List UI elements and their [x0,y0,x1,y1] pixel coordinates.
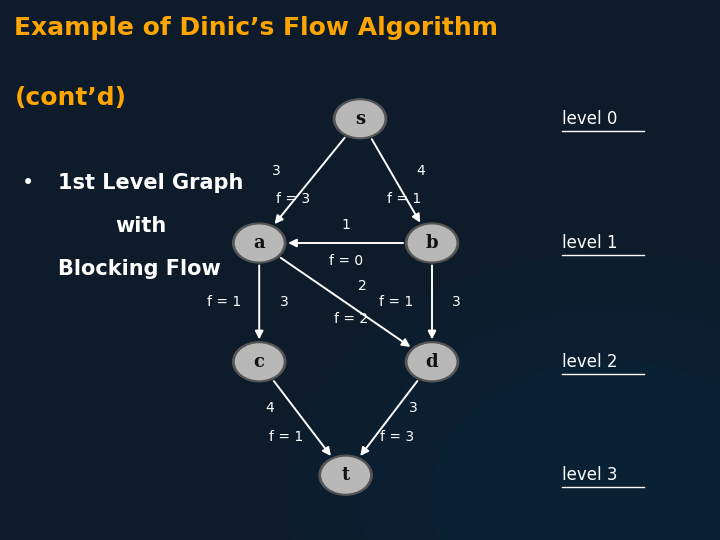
Circle shape [322,457,369,493]
Circle shape [319,455,372,495]
Circle shape [233,342,286,382]
Circle shape [408,225,456,261]
Text: t: t [341,466,350,484]
Text: f = 2: f = 2 [334,312,368,326]
Text: Example of Dinic’s Flow Algorithm: Example of Dinic’s Flow Algorithm [14,16,498,40]
Text: 1: 1 [341,218,350,232]
Text: with: with [115,216,166,236]
Circle shape [333,99,387,139]
Text: f = 1: f = 1 [379,295,413,309]
Text: level 3: level 3 [562,466,617,484]
Text: f = 1: f = 1 [207,295,240,309]
Text: s: s [355,110,365,128]
Text: 3: 3 [409,401,418,415]
Circle shape [405,223,459,263]
Circle shape [235,225,283,261]
Text: a: a [253,234,265,252]
Text: 4: 4 [416,164,425,178]
Text: 2: 2 [358,279,366,293]
Text: f = 1: f = 1 [387,192,421,206]
Text: Blocking Flow: Blocking Flow [58,259,220,279]
Text: •: • [22,173,34,193]
Text: level 2: level 2 [562,353,617,371]
Text: 1st Level Graph: 1st Level Graph [58,173,243,193]
Circle shape [336,101,384,137]
Text: 3: 3 [272,164,281,178]
Circle shape [408,344,456,380]
Text: f = 1: f = 1 [269,430,303,444]
Text: f = 0: f = 0 [328,254,363,268]
Text: 3: 3 [452,295,461,309]
Text: c: c [253,353,265,371]
Circle shape [233,223,286,263]
Text: f = 3: f = 3 [276,192,310,206]
Circle shape [405,342,459,382]
Text: level 1: level 1 [562,234,617,252]
Text: d: d [426,353,438,371]
Text: (cont’d): (cont’d) [14,86,127,110]
Text: b: b [426,234,438,252]
Text: f = 3: f = 3 [380,430,414,444]
Text: level 0: level 0 [562,110,617,128]
Text: 4: 4 [265,401,274,415]
Circle shape [235,344,283,380]
Text: 3: 3 [279,295,288,309]
